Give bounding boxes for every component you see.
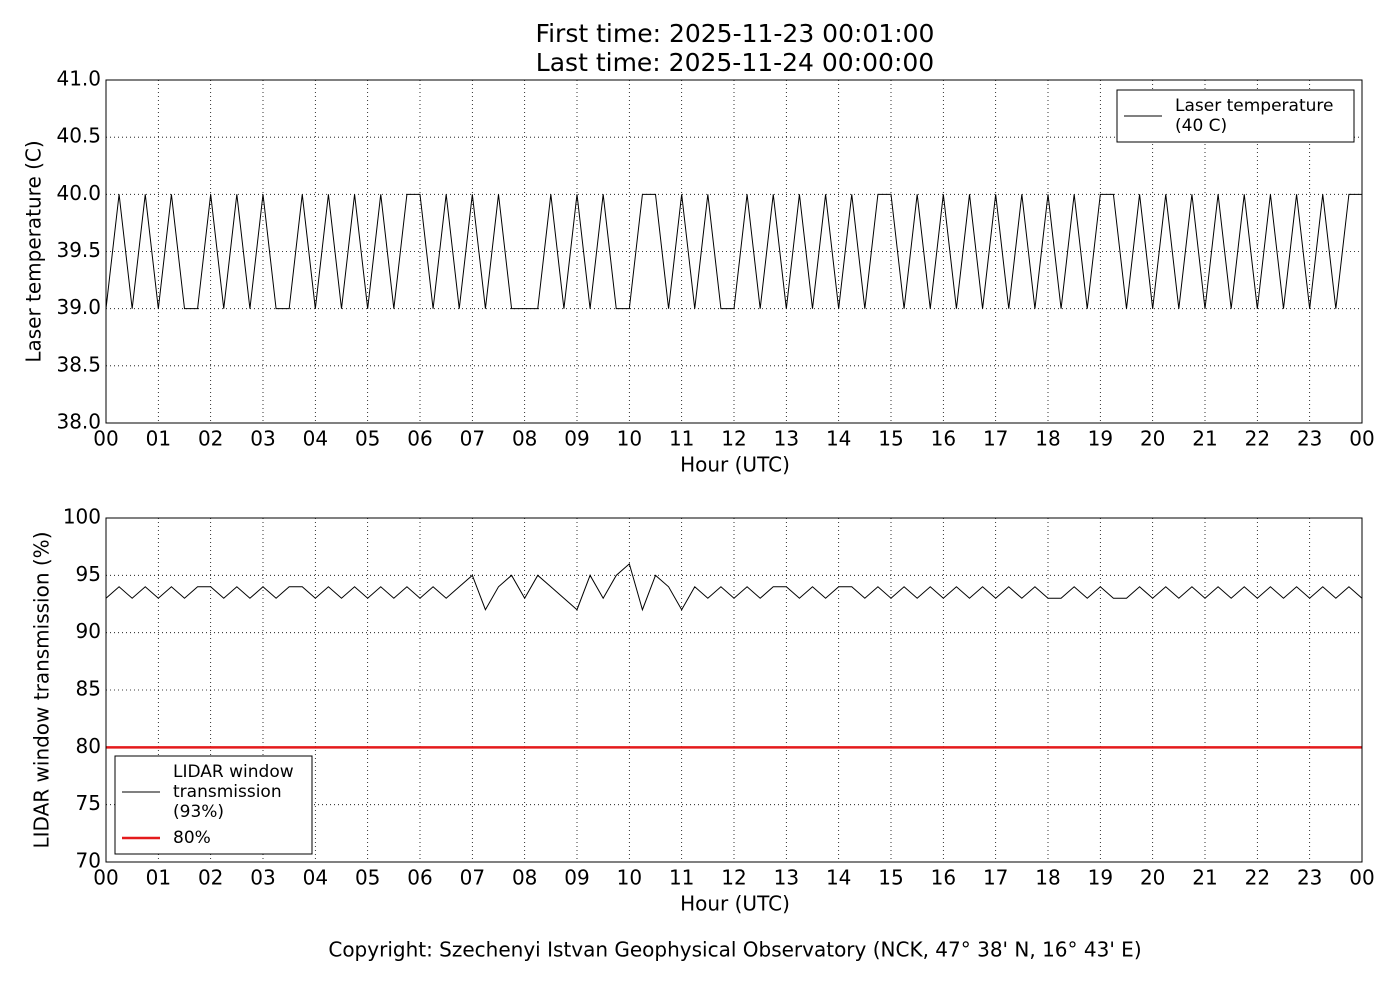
x-tick-label: 04 (303, 427, 328, 451)
x-tick-label: 12 (721, 866, 746, 890)
x-tick-label: 00 (1349, 866, 1374, 890)
footer: Copyright: Szechenyi Istvan Geophysical … (328, 938, 1141, 962)
x-tick-label: 04 (303, 866, 328, 890)
x-tick-label: 16 (931, 427, 956, 451)
x-tick-label: 21 (1192, 427, 1217, 451)
x-tick-label: 18 (1035, 866, 1060, 890)
x-tick-label: 11 (669, 427, 694, 451)
x-tick-label: 22 (1245, 866, 1270, 890)
y-tick-label: 38.0 (56, 410, 101, 434)
x-tick-label: 05 (355, 427, 380, 451)
x-tick-label: 07 (460, 427, 485, 451)
x-tick-label: 00 (93, 866, 118, 890)
x-tick-label: 15 (878, 866, 903, 890)
x-tick-label: 17 (983, 427, 1008, 451)
y-tick-label: 90 (76, 619, 101, 643)
y-tick-label: 39.0 (56, 295, 101, 319)
x-tick-label: 14 (826, 427, 851, 451)
x-axis-label: Hour (UTC) (680, 453, 790, 477)
plot-frame (105, 79, 1363, 424)
y-tick-label: 70 (76, 849, 101, 873)
x-tick-label: 20 (1140, 427, 1165, 451)
y-axis-label: Laser temperature (C) (22, 140, 46, 362)
x-tick-label: 09 (564, 427, 589, 451)
x-tick-label: 09 (564, 866, 589, 890)
y-tick-label: 100 (63, 505, 101, 529)
x-tick-label: 16 (931, 866, 956, 890)
y-tick-label: 75 (76, 791, 101, 815)
x-tick-label: 03 (250, 866, 275, 890)
chart-subtitle: Last time: 2025-11-24 00:00:00 (536, 48, 934, 77)
x-tick-label: 01 (146, 427, 171, 451)
x-tick-label: 14 (826, 866, 851, 890)
x-tick-label: 13 (774, 866, 799, 890)
legend-label: Laser temperature (40 C) (1175, 96, 1333, 136)
x-tick-label: 08 (512, 866, 537, 890)
chart-title: First time: 2025-11-23 00:01:00 (536, 19, 935, 48)
x-tick-label: 12 (721, 427, 746, 451)
y-tick-label: 95 (76, 562, 101, 586)
x-tick-label: 11 (669, 866, 694, 890)
x-tick-label: 10 (617, 866, 642, 890)
x-tick-label: 23 (1297, 427, 1322, 451)
x-tick-label: 18 (1035, 427, 1060, 451)
x-tick-label: 10 (617, 427, 642, 451)
x-tick-label: 00 (1349, 427, 1374, 451)
x-axis-label: Hour (UTC) (680, 892, 790, 916)
x-tick-label: 17 (983, 866, 1008, 890)
x-tick-label: 19 (1088, 866, 1113, 890)
x-tick-label: 13 (774, 427, 799, 451)
x-tick-label: 02 (198, 427, 223, 451)
data-line (105, 193, 1362, 310)
plot-frame (105, 517, 1363, 863)
x-tick-label: 23 (1297, 866, 1322, 890)
y-tick-label: 40.0 (56, 181, 101, 205)
x-tick-label: 02 (198, 866, 223, 890)
y-tick-label: 41.0 (56, 67, 101, 91)
y-tick-label: 80 (76, 734, 101, 758)
data-line (105, 562, 1363, 612)
x-tick-label: 08 (512, 427, 537, 451)
x-tick-label: 05 (355, 866, 380, 890)
x-tick-label: 20 (1140, 866, 1165, 890)
x-tick-label: 19 (1088, 427, 1113, 451)
y-tick-label: 39.5 (56, 238, 101, 262)
x-tick-label: 06 (407, 866, 432, 890)
y-axis-label: LIDAR window transmission (%) (30, 532, 54, 849)
y-tick-label: 38.5 (56, 352, 101, 376)
x-tick-label: 03 (250, 427, 275, 451)
legend-label: LIDAR window transmission (93%) (173, 762, 294, 822)
x-tick-label: 06 (407, 427, 432, 451)
x-tick-label: 01 (146, 866, 171, 890)
x-tick-label: 21 (1192, 866, 1217, 890)
x-tick-label: 00 (93, 427, 118, 451)
x-tick-label: 15 (878, 427, 903, 451)
legend-label: 80% (173, 828, 211, 848)
y-tick-label: 40.5 (56, 124, 101, 148)
x-tick-label: 07 (460, 866, 485, 890)
y-tick-label: 85 (76, 677, 101, 701)
x-tick-label: 22 (1245, 427, 1270, 451)
